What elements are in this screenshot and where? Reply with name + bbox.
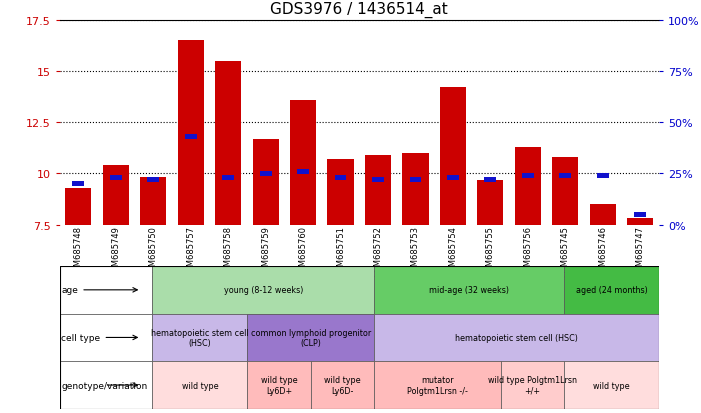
Bar: [185, 135, 196, 140]
Text: GSM685747: GSM685747: [636, 225, 645, 276]
Text: GSM685757: GSM685757: [186, 225, 195, 276]
Bar: [515, 147, 541, 225]
Bar: [327, 160, 353, 225]
Text: GSM685755: GSM685755: [486, 225, 495, 276]
Bar: [440, 88, 466, 225]
Text: wild type
Ly6D-: wild type Ly6D-: [324, 375, 361, 395]
Bar: [297, 170, 309, 174]
Bar: [259, 172, 271, 176]
FancyBboxPatch shape: [564, 361, 659, 409]
Bar: [147, 178, 159, 183]
Text: mutator
Polgtm1Lrsn -/-: mutator Polgtm1Lrsn -/-: [407, 375, 468, 395]
FancyBboxPatch shape: [374, 266, 564, 314]
Text: GSM685752: GSM685752: [374, 225, 383, 276]
Text: GSM685745: GSM685745: [561, 225, 570, 276]
FancyBboxPatch shape: [247, 361, 311, 409]
Bar: [252, 139, 279, 225]
Bar: [590, 205, 616, 225]
FancyBboxPatch shape: [153, 314, 247, 361]
Text: aged (24 months): aged (24 months): [576, 286, 647, 294]
FancyBboxPatch shape: [60, 314, 153, 361]
FancyBboxPatch shape: [60, 361, 153, 409]
Bar: [409, 178, 421, 183]
Text: GSM685748: GSM685748: [74, 225, 83, 276]
Bar: [102, 166, 129, 225]
FancyBboxPatch shape: [153, 266, 374, 314]
Text: GSM685749: GSM685749: [111, 225, 121, 276]
Bar: [177, 41, 204, 225]
FancyBboxPatch shape: [60, 266, 153, 314]
Bar: [484, 178, 496, 183]
Bar: [372, 178, 384, 183]
Text: cell type: cell type: [62, 333, 137, 342]
Bar: [72, 182, 84, 186]
Bar: [215, 62, 241, 225]
Bar: [627, 219, 653, 225]
Bar: [402, 154, 428, 225]
Text: GSM685754: GSM685754: [449, 225, 458, 276]
Text: common lymphoid progenitor
(CLP): common lymphoid progenitor (CLP): [251, 328, 371, 347]
Bar: [222, 176, 234, 180]
FancyBboxPatch shape: [564, 266, 659, 314]
Text: wild type: wild type: [182, 381, 218, 389]
FancyBboxPatch shape: [374, 314, 659, 361]
Text: wild type
Ly6D+: wild type Ly6D+: [261, 375, 297, 395]
Bar: [334, 176, 346, 180]
Bar: [552, 158, 578, 225]
Text: hematopoietic stem cell (HSC): hematopoietic stem cell (HSC): [455, 333, 578, 342]
Title: GDS3976 / 1436514_at: GDS3976 / 1436514_at: [271, 2, 448, 18]
FancyBboxPatch shape: [153, 361, 247, 409]
FancyBboxPatch shape: [501, 361, 564, 409]
Text: GSM685760: GSM685760: [299, 225, 308, 276]
Text: GSM685750: GSM685750: [149, 225, 158, 276]
Bar: [597, 174, 608, 178]
Bar: [290, 100, 316, 225]
Bar: [559, 174, 571, 178]
Bar: [140, 178, 166, 225]
Text: GSM685746: GSM685746: [598, 225, 607, 276]
Bar: [522, 174, 533, 178]
Text: hematopoietic stem cell
(HSC): hematopoietic stem cell (HSC): [151, 328, 249, 347]
Text: mid-age (32 weeks): mid-age (32 weeks): [429, 286, 509, 294]
Text: wild type: wild type: [593, 381, 629, 389]
Bar: [634, 213, 646, 217]
FancyBboxPatch shape: [374, 361, 501, 409]
Bar: [477, 180, 503, 225]
Bar: [110, 176, 122, 180]
Text: GSM685758: GSM685758: [224, 225, 233, 276]
Text: GSM685753: GSM685753: [411, 225, 420, 276]
Text: age: age: [62, 286, 137, 294]
FancyBboxPatch shape: [247, 314, 374, 361]
Text: young (8-12 weeks): young (8-12 weeks): [224, 286, 303, 294]
Text: GSM685756: GSM685756: [524, 225, 532, 276]
Bar: [447, 176, 459, 180]
Text: GSM685751: GSM685751: [336, 225, 345, 276]
Text: GSM685759: GSM685759: [261, 225, 270, 276]
Text: wild type Polgtm1Lrsn
+/+: wild type Polgtm1Lrsn +/+: [488, 375, 577, 395]
Text: genotype/variation: genotype/variation: [62, 381, 148, 389]
Bar: [365, 156, 391, 225]
Bar: [65, 188, 91, 225]
FancyBboxPatch shape: [311, 361, 374, 409]
